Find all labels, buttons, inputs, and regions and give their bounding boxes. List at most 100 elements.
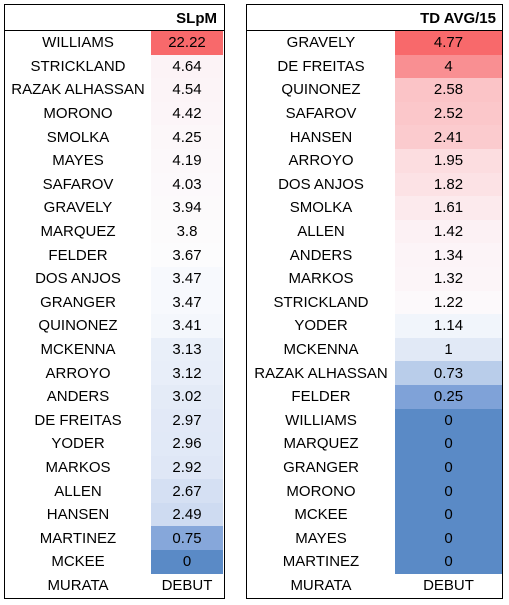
table-row: ARROYO 1.95 bbox=[247, 148, 502, 173]
fighter-name: DOS ANJOS bbox=[278, 175, 364, 193]
stat-value: 3.13 bbox=[151, 337, 223, 362]
table-row: WILLIAMS 0 bbox=[247, 408, 502, 433]
table-row: MCKEE 0 bbox=[247, 502, 502, 527]
stat-value: 2.58 bbox=[395, 78, 502, 102]
stat-value: 1.95 bbox=[395, 148, 502, 173]
stat-value: 1.82 bbox=[395, 172, 502, 197]
table-row: MARKOS 1.32 bbox=[247, 266, 502, 291]
table-row: HANSEN 2.41 bbox=[247, 125, 502, 149]
stat-value: 2.97 bbox=[151, 408, 223, 433]
table-row: SAFAROV 4.03 bbox=[5, 172, 224, 197]
fighter-name: ALLEN bbox=[54, 482, 102, 500]
stat-value: 1.61 bbox=[395, 196, 502, 220]
stat-value: 0 bbox=[395, 432, 502, 456]
fighter-name: QUINONEZ bbox=[38, 317, 118, 335]
fighter-name: GRAVELY bbox=[286, 34, 356, 52]
stat-value: 0 bbox=[395, 526, 502, 551]
fighter-name: MARKOS bbox=[45, 458, 111, 476]
fighter-name: WILLIAMS bbox=[42, 34, 114, 52]
stat-value: 3.47 bbox=[151, 266, 223, 291]
table-body: GRAVELY 4.77 DE FREITAS 4 QUINONEZ 2.58 SAFARO… bbox=[247, 31, 502, 598]
fighter-name: GRANGER bbox=[283, 458, 359, 476]
fighter-name: MAYES bbox=[52, 152, 104, 170]
table-row: MORONO 4.42 bbox=[5, 101, 224, 126]
table-row: MARQUEZ 0 bbox=[247, 432, 502, 456]
stat-value: 4.42 bbox=[151, 101, 223, 126]
table-row: ALLEN 1.42 bbox=[247, 219, 502, 244]
fighter-name: MARKOS bbox=[288, 270, 354, 288]
stat-value: 1.22 bbox=[395, 290, 502, 315]
stat-value: 0.73 bbox=[395, 361, 502, 385]
fighter-name: MCKENNA bbox=[283, 341, 359, 359]
fighter-name: MARTINEZ bbox=[39, 529, 117, 547]
stat-value: 4.25 bbox=[151, 125, 223, 149]
fighter-name: HANSEN bbox=[46, 506, 110, 524]
fighter-name: SMOLKA bbox=[289, 199, 353, 217]
table-row: QUINONEZ 2.58 bbox=[247, 78, 502, 102]
stat-value: 2.96 bbox=[151, 432, 223, 456]
stat-value: 2.49 bbox=[151, 502, 223, 527]
table-row: MURATA DEBUT bbox=[247, 573, 502, 598]
stat-value: 4.19 bbox=[151, 148, 223, 173]
stat-value: 3.12 bbox=[151, 361, 223, 385]
table-row: ANDERS 1.34 bbox=[247, 243, 502, 267]
table-row: DE FREITAS 2.97 bbox=[5, 408, 224, 433]
fighter-name: YODER bbox=[294, 317, 348, 335]
table-row: YODER 2.96 bbox=[5, 432, 224, 456]
stat-value: 1 bbox=[395, 337, 502, 362]
fighter-name: WILLIAMS bbox=[285, 411, 357, 429]
table-row: GRAVELY 4.77 bbox=[247, 31, 502, 55]
fighter-name: ARROYO bbox=[45, 364, 111, 382]
fighter-name: FELDER bbox=[291, 388, 351, 406]
table-row: MARKOS 2.92 bbox=[5, 455, 224, 480]
slpm-table: SLpM WILLIAMS 22.22 STRICKLAND 4.64 RAZAK AL… bbox=[4, 4, 225, 599]
table-row: SMOLKA 1.61 bbox=[247, 196, 502, 220]
fighter-name: SAFAROV bbox=[42, 175, 114, 193]
fighter-name: YODER bbox=[51, 435, 105, 453]
table-row: FELDER 3.67 bbox=[5, 243, 224, 267]
stat-value: 3.02 bbox=[151, 384, 223, 409]
table-row: RAZAK ALHASSAN 4.54 bbox=[5, 78, 224, 102]
slpm-column-header: SLpM bbox=[176, 10, 217, 27]
table-row: DOS ANJOS 1.82 bbox=[247, 172, 502, 197]
stat-value: 0.75 bbox=[151, 526, 223, 551]
stat-value: DEBUT bbox=[151, 573, 223, 598]
table-row: GRANGER 3.47 bbox=[5, 290, 224, 315]
stat-value: 2.52 bbox=[395, 101, 502, 126]
stat-value: 4.64 bbox=[151, 54, 223, 79]
table-row: STRICKLAND 4.64 bbox=[5, 54, 224, 79]
table-row: MARQUEZ 3.8 bbox=[5, 219, 224, 244]
table-row: ARROYO 3.12 bbox=[5, 361, 224, 385]
stat-value: 2.41 bbox=[395, 125, 502, 149]
table-row: SMOLKA 4.25 bbox=[5, 125, 224, 149]
fighter-name: ANDERS bbox=[46, 388, 110, 406]
fighter-name: MARTINEZ bbox=[282, 553, 360, 571]
stat-value: 1.42 bbox=[395, 219, 502, 244]
fighter-name: MURATA bbox=[290, 576, 352, 594]
stat-value: 3.8 bbox=[151, 219, 223, 244]
stat-value: 4 bbox=[395, 54, 502, 79]
fighter-name: ANDERS bbox=[289, 246, 353, 264]
table-row: STRICKLAND 1.22 bbox=[247, 290, 502, 315]
fighter-name: MARQUEZ bbox=[283, 435, 359, 453]
td-avg-column-header: TD AVG/15 bbox=[420, 10, 496, 27]
stat-value: 0.25 bbox=[395, 384, 502, 409]
fighter-name: SMOLKA bbox=[46, 128, 110, 146]
table-row: MAYES 0 bbox=[247, 526, 502, 551]
fighter-name: MAYES bbox=[295, 529, 347, 547]
table-row: FELDER 0.25 bbox=[247, 384, 502, 409]
stat-value: 1.14 bbox=[395, 314, 502, 338]
fighter-name: ARROYO bbox=[288, 152, 354, 170]
table-body: WILLIAMS 22.22 STRICKLAND 4.64 RAZAK ALHASSA… bbox=[5, 31, 224, 598]
fighter-name: RAZAK ALHASSAN bbox=[254, 364, 388, 382]
stat-value: 0 bbox=[395, 455, 502, 480]
name-column-header bbox=[5, 5, 151, 30]
stat-value: 3.94 bbox=[151, 196, 223, 220]
table-row: MORONO 0 bbox=[247, 479, 502, 503]
stat-value: 0 bbox=[395, 502, 502, 527]
stat-value: 0 bbox=[395, 550, 502, 574]
table-row: ANDERS 3.02 bbox=[5, 384, 224, 409]
fighter-name: MORONO bbox=[286, 482, 356, 500]
table-row: MAYES 4.19 bbox=[5, 148, 224, 173]
stat-value: 0 bbox=[395, 479, 502, 503]
